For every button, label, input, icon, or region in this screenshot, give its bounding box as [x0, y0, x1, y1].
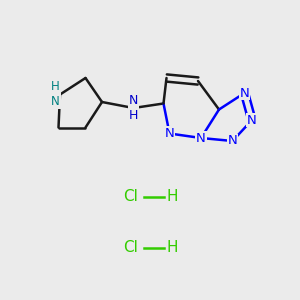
Text: Cl: Cl	[123, 189, 138, 204]
Text: Cl: Cl	[123, 240, 138, 255]
Text: N: N	[196, 131, 206, 145]
Text: N: N	[247, 113, 257, 127]
Text: N: N	[165, 127, 174, 140]
Text: H: H	[167, 240, 178, 255]
Text: N
H: N H	[129, 94, 138, 122]
Text: H: H	[167, 189, 178, 204]
Text: N: N	[240, 86, 249, 100]
Text: N: N	[228, 134, 237, 148]
Text: H
N: H N	[51, 80, 60, 109]
